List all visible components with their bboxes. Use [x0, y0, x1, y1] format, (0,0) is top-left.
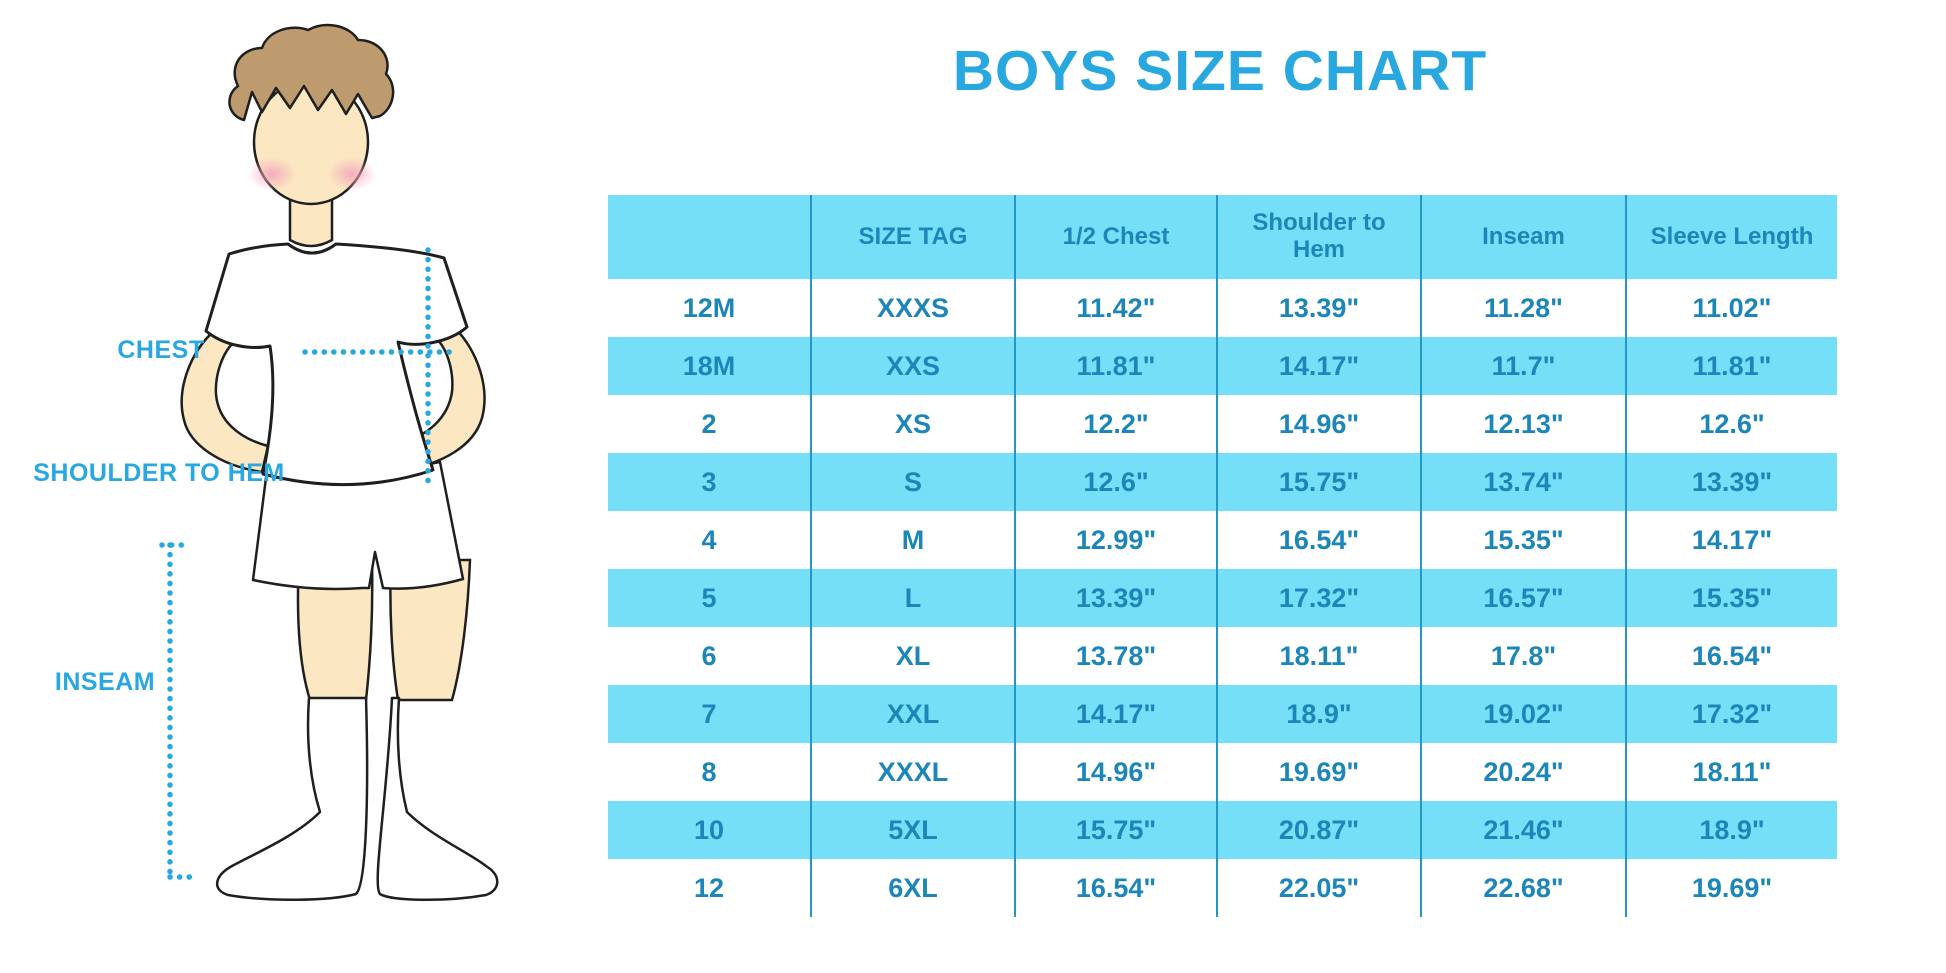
value-cell: 17.8"	[1422, 627, 1627, 685]
value-cell: 12.13"	[1422, 395, 1627, 453]
size-chart-table: SIZE TAG 1/2 Chest Shoulder to Hem Inseam Sl…	[608, 195, 1837, 917]
value-cell: 15.75"	[1218, 453, 1422, 511]
value-cell: 12.99"	[1016, 511, 1218, 569]
value-cell: 20.87"	[1218, 801, 1422, 859]
value-cell: 19.69"	[1627, 859, 1837, 917]
size-cell: 12M	[608, 279, 812, 337]
value-cell: 19.69"	[1218, 743, 1422, 801]
left-blush	[248, 157, 296, 191]
value-cell: 11.7"	[1422, 337, 1627, 395]
value-cell: 11.81"	[1016, 337, 1218, 395]
column-header: 1/2 Chest	[1016, 195, 1218, 279]
value-cell: 14.17"	[1627, 511, 1837, 569]
column-header: Inseam	[1422, 195, 1627, 279]
value-cell: XXL	[812, 685, 1016, 743]
value-cell: 16.54"	[1218, 511, 1422, 569]
value-cell: 13.39"	[1218, 279, 1422, 337]
chest-label: CHEST	[117, 336, 205, 364]
size-cell: 3	[608, 453, 812, 511]
right-sock	[376, 696, 499, 902]
value-cell: 15.35"	[1422, 511, 1627, 569]
value-cell: 17.32"	[1627, 685, 1837, 743]
value-cell: 11.42"	[1016, 279, 1218, 337]
value-cell: 16.54"	[1016, 859, 1218, 917]
value-cell: 15.35"	[1627, 569, 1837, 627]
value-cell: 13.39"	[1016, 569, 1218, 627]
left-sock	[216, 696, 369, 901]
value-cell: 20.24"	[1422, 743, 1627, 801]
value-cell: 11.81"	[1627, 337, 1837, 395]
value-cell: 11.28"	[1422, 279, 1627, 337]
value-cell: XXXL	[812, 743, 1016, 801]
value-cell: 11.02"	[1627, 279, 1837, 337]
value-cell: 5XL	[812, 801, 1016, 859]
value-cell: 14.17"	[1016, 685, 1218, 743]
right-blush	[328, 157, 376, 191]
value-cell: 15.75"	[1016, 801, 1218, 859]
boy-illustration	[159, 23, 499, 902]
page-title: BOYS SIZE CHART	[952, 39, 1488, 103]
value-cell: 13.39"	[1627, 453, 1837, 511]
value-cell: 22.68"	[1422, 859, 1627, 917]
column-header	[608, 195, 812, 279]
size-cell: 10	[608, 801, 812, 859]
value-cell: 14.17"	[1218, 337, 1422, 395]
size-cell: 12	[608, 859, 812, 917]
value-cell: XXS	[812, 337, 1016, 395]
size-cell: 5	[608, 569, 812, 627]
value-cell: 17.32"	[1218, 569, 1422, 627]
value-cell: 16.57"	[1422, 569, 1627, 627]
value-cell: 16.54"	[1627, 627, 1837, 685]
value-cell: XS	[812, 395, 1016, 453]
value-cell: 18.11"	[1627, 743, 1837, 801]
column-header: SIZE TAG	[812, 195, 1016, 279]
size-cell: 2	[608, 395, 812, 453]
value-cell: 14.96"	[1218, 395, 1422, 453]
size-cell: 4	[608, 511, 812, 569]
inseam-label: INSEAM	[54, 668, 156, 696]
value-cell: 14.96"	[1016, 743, 1218, 801]
value-cell: 12.6"	[1016, 453, 1218, 511]
value-cell: 21.46"	[1422, 801, 1627, 859]
right-leg	[389, 558, 472, 702]
column-header: Sleeve Length	[1627, 195, 1837, 279]
size-cell: 7	[608, 685, 812, 743]
size-cell: 18M	[608, 337, 812, 395]
value-cell: 22.05"	[1218, 859, 1422, 917]
value-cell: L	[812, 569, 1016, 627]
value-cell: M	[812, 511, 1016, 569]
value-cell: 18.11"	[1218, 627, 1422, 685]
size-cell: 6	[608, 627, 812, 685]
size-cell: 8	[608, 743, 812, 801]
value-cell: 18.9"	[1627, 801, 1837, 859]
value-cell: S	[812, 453, 1016, 511]
value-cell: XXXS	[812, 279, 1016, 337]
value-cell: XL	[812, 627, 1016, 685]
shoulder-to-hem-label: SHOULDER TO HEM	[33, 459, 285, 487]
value-cell: 12.6"	[1627, 395, 1837, 453]
inseam-dotted-line	[159, 542, 193, 880]
hair	[228, 23, 395, 122]
value-cell: 12.2"	[1016, 395, 1218, 453]
value-cell: 13.78"	[1016, 627, 1218, 685]
value-cell: 13.74"	[1422, 453, 1627, 511]
column-header: Shoulder to Hem	[1218, 195, 1422, 279]
value-cell: 6XL	[812, 859, 1016, 917]
value-cell: 18.9"	[1218, 685, 1422, 743]
value-cell: 19.02"	[1422, 685, 1627, 743]
